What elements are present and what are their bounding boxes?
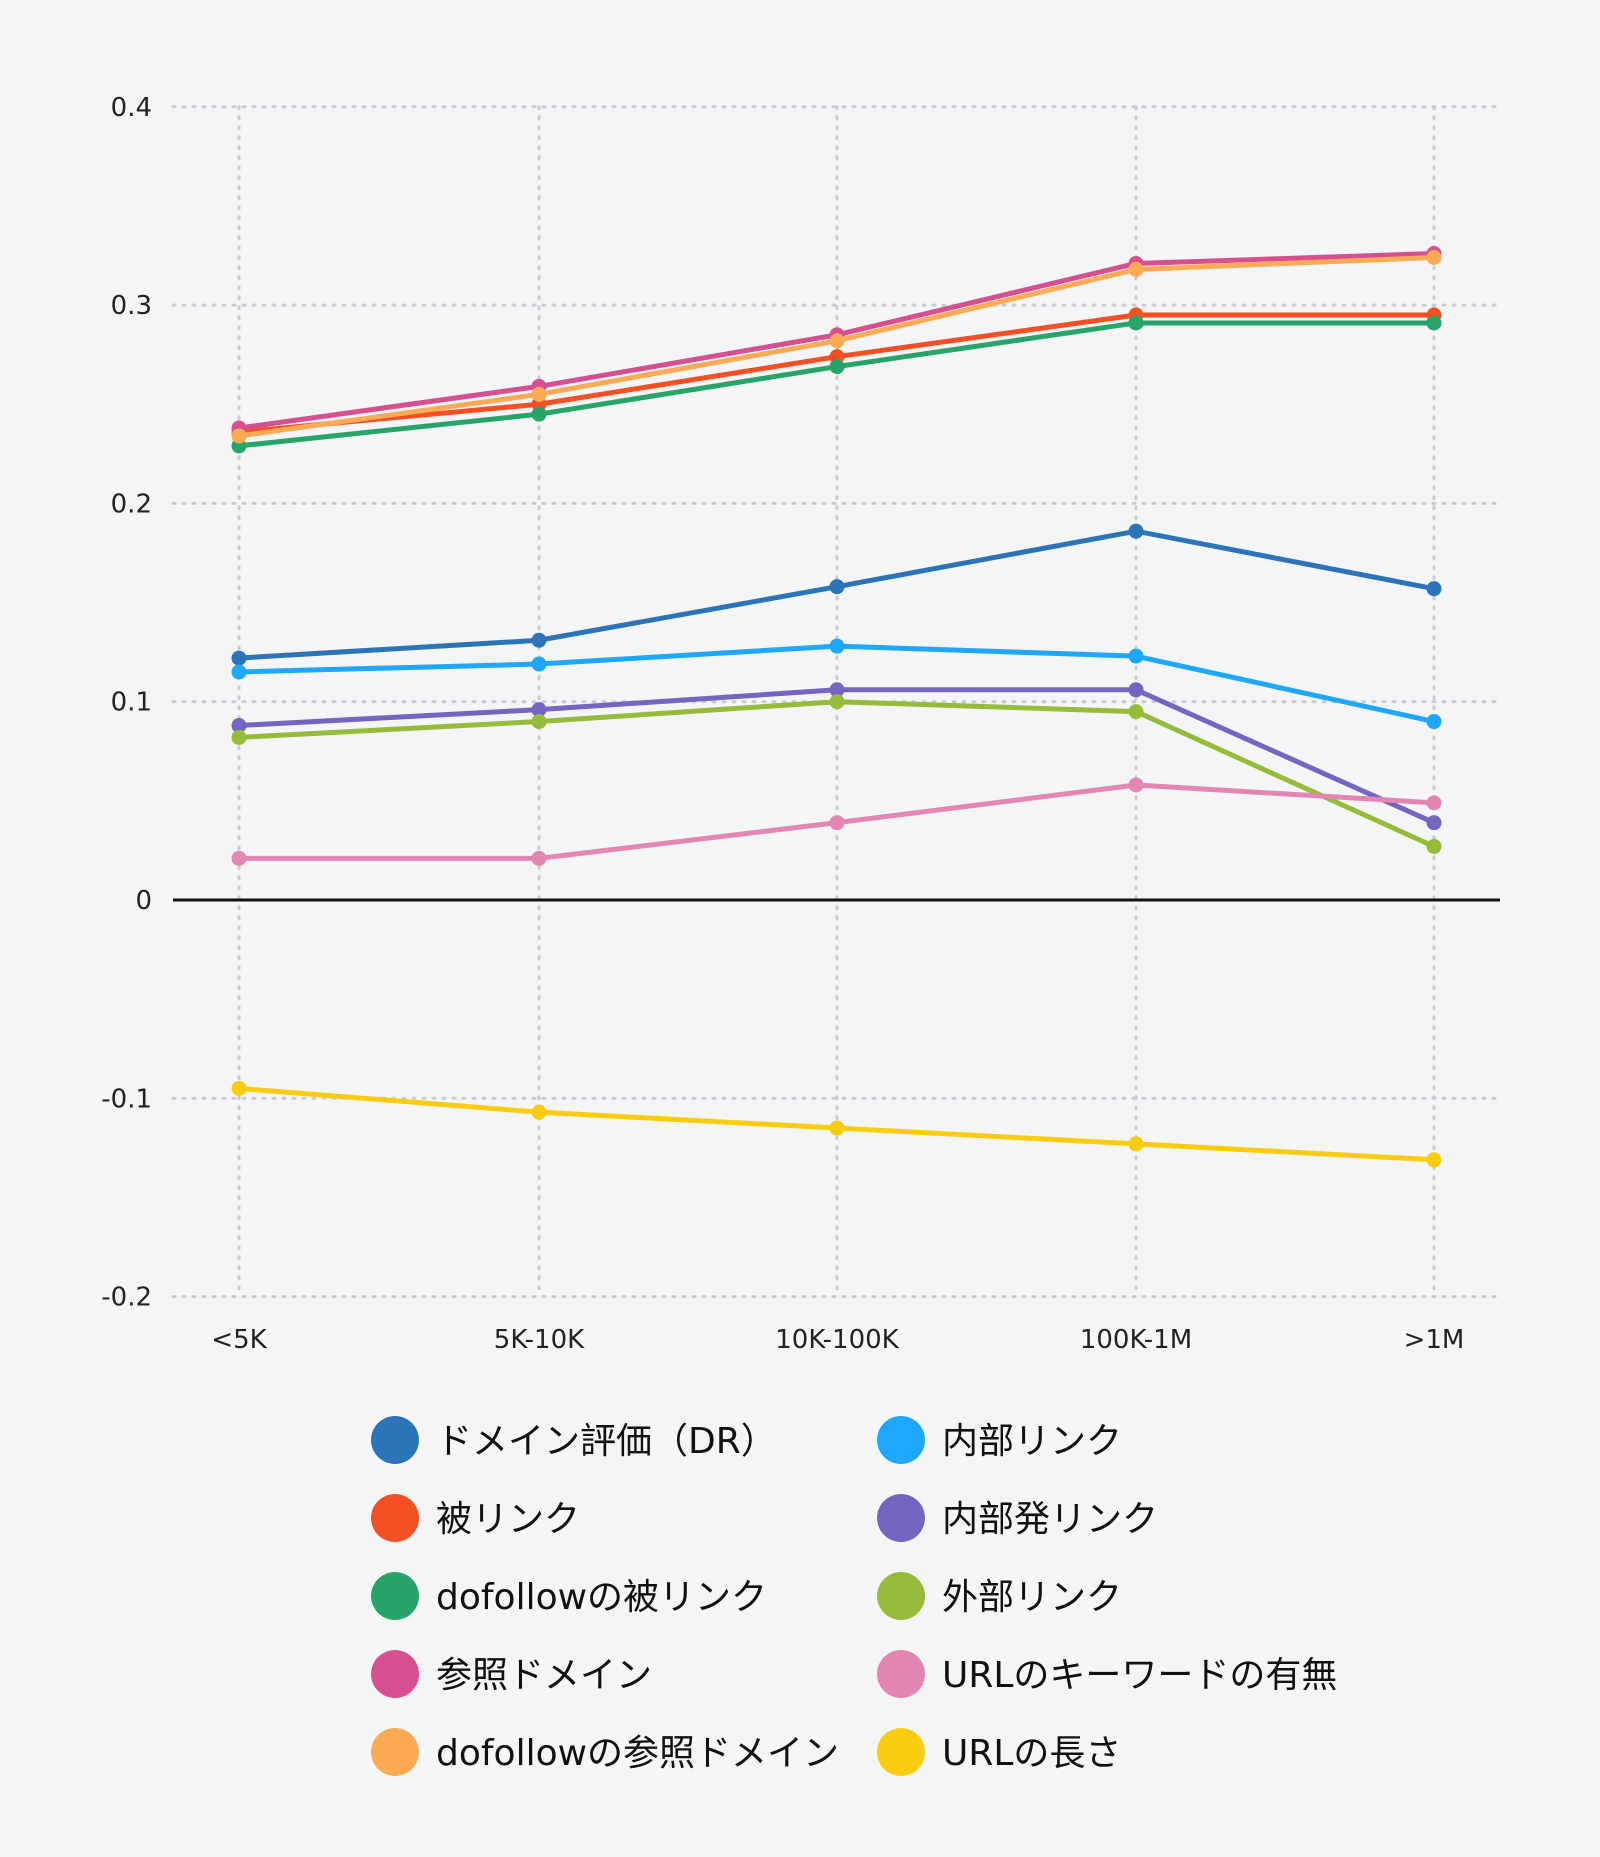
legend-marker [877,1728,925,1776]
data-point [1128,704,1144,720]
data-point [1128,648,1144,664]
legend-item: 内部発リンク [877,1494,1158,1542]
data-point [231,664,247,680]
legend-marker [371,1728,419,1776]
data-point [1128,523,1144,539]
y-axis: 0.4 0.3 0.2 0.1 0 -0.1 -0.2 [101,93,152,1313]
data-point [1426,815,1442,831]
data-point [531,386,547,402]
legend-marker [877,1572,925,1620]
series-7 [231,694,1442,854]
y-tick-label: 0.3 [111,291,152,321]
legend-label: 内部発リンク [942,1499,1158,1540]
legend-label: 参照ドメイン [436,1655,652,1696]
legend-label: 被リンク [436,1499,580,1540]
data-point [231,717,247,733]
legend-label: 内部リンク [942,1421,1122,1462]
data-point [531,656,547,672]
data-point [1426,1152,1442,1168]
data-point [1128,777,1144,793]
series-8 [231,777,1442,866]
data-point [829,682,845,698]
data-point [1426,795,1442,811]
legend-marker [877,1494,925,1542]
data-point [531,702,547,718]
data-point [531,406,547,422]
y-tick-label: -0.1 [101,1084,152,1114]
legend-label: ドメイン評価（DR） [436,1421,777,1462]
x-tick-label: <5K [211,1325,267,1355]
data-point [829,638,845,654]
legend-label: URLのキーワードの有無 [942,1655,1337,1696]
legend-marker [371,1416,419,1464]
data-point [1128,261,1144,277]
series-6 [231,682,1442,831]
data-point [531,850,547,866]
x-tick-label: 100K-1M [1080,1325,1192,1355]
data-point [531,1104,547,1120]
legend-item: ドメイン評価（DR） [371,1416,777,1464]
x-axis: <5K 5K-10K 10K-100K 100K-1M >1M [211,1325,1464,1355]
legend-marker [371,1650,419,1698]
y-tick-label: 0.4 [111,93,152,123]
data-point [829,694,845,710]
data-point [231,850,247,866]
data-point [829,359,845,375]
data-point [1128,682,1144,698]
x-tick-label: 10K-100K [775,1325,899,1355]
data-point [231,729,247,745]
legend-marker [371,1494,419,1542]
legend-item: 被リンク [371,1494,580,1542]
data-point [829,815,845,831]
legend-label: dofollowの被リンク [436,1577,767,1618]
legend-item: 参照ドメイン [371,1650,652,1698]
legend-label: dofollowの参照ドメイン [436,1733,839,1774]
legend-marker [877,1650,925,1698]
x-tick-label: >1M [1404,1325,1465,1355]
data-point [829,1120,845,1136]
data-point [531,714,547,730]
series-lines [231,246,1442,1168]
x-tick-label: 5K-10K [494,1325,585,1355]
series-9 [231,1080,1442,1168]
legend-item: URLの長さ [877,1728,1121,1776]
series-5 [231,638,1442,730]
legend-marker [877,1416,925,1464]
data-point [829,333,845,349]
data-point [531,632,547,648]
y-tick-label: 0.2 [111,489,152,519]
series-2 [231,315,1442,454]
data-point [1426,714,1442,730]
data-point [231,650,247,666]
y-tick-label: 0.1 [111,688,152,718]
data-point [1128,315,1144,331]
data-point [1426,250,1442,266]
data-point [231,1080,247,1096]
legend-item: 内部リンク [877,1416,1122,1464]
series-4 [231,250,1442,444]
data-point [829,579,845,595]
y-tick-label: 0 [135,886,152,916]
data-point [1128,1136,1144,1152]
legend-label: 外部リンク [942,1577,1122,1618]
data-point [1426,581,1442,597]
legend-item: URLのキーワードの有無 [877,1650,1337,1698]
y-tick-label: -0.2 [101,1283,152,1313]
data-point [231,428,247,444]
legend-item: 外部リンク [877,1572,1122,1620]
legend-item: dofollowの参照ドメイン [371,1728,839,1776]
data-point [1426,838,1442,854]
legend-label: URLの長さ [942,1733,1121,1774]
data-point [1426,315,1442,331]
legend-item: dofollowの被リンク [371,1572,767,1620]
legend-marker [371,1572,419,1620]
series-0 [231,523,1442,666]
